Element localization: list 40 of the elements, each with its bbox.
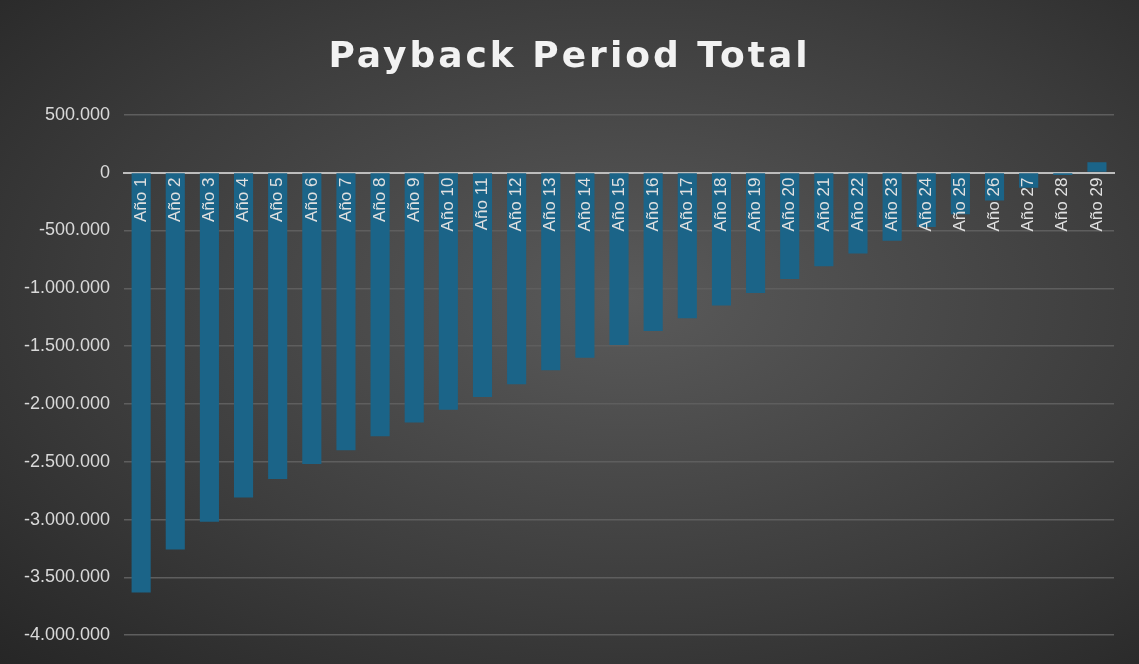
x-tick-label: Año 19 <box>745 177 765 232</box>
x-tick-label: Año 14 <box>574 177 594 232</box>
x-tick-label: Año 24 <box>915 177 935 232</box>
y-tick-label: -3.500.000 <box>23 566 111 587</box>
x-tick-label: Año 20 <box>779 177 799 232</box>
x-tick-label: Año 22 <box>847 177 867 232</box>
x-tick-label: Año 5 <box>267 177 287 223</box>
x-tick-label: Año 23 <box>881 177 901 232</box>
x-tick-label: Año 15 <box>608 177 628 232</box>
x-tick-label: Año 1 <box>130 177 150 223</box>
x-tick-label: Año 7 <box>335 177 355 223</box>
x-tick-label: Año 13 <box>540 177 560 232</box>
chart-title: Payback Period Total <box>327 34 812 75</box>
y-tick-label: -3.000.000 <box>23 508 111 529</box>
y-tick-label: -2.500.000 <box>23 450 111 471</box>
x-tick-label: Año 9 <box>403 177 423 223</box>
x-tick-label: Año 25 <box>950 177 970 232</box>
y-tick-label: -1.000.000 <box>23 277 111 298</box>
x-tick-label: Año 10 <box>438 177 458 232</box>
y-tick-label: -1.500.000 <box>23 335 111 356</box>
x-tick-label: Año 17 <box>676 177 696 232</box>
x-tick-label: Año 11 <box>472 177 492 231</box>
x-tick-label: Año 21 <box>813 177 833 232</box>
y-tick-label: 500.000 <box>44 103 111 124</box>
x-tick-label: Año 26 <box>984 177 1004 232</box>
x-tick-label: Año 3 <box>199 177 219 223</box>
y-tick-label: -4.000.000 <box>23 624 111 645</box>
y-tick-label: -2.000.000 <box>23 392 111 413</box>
x-tick-label: Año 16 <box>642 177 662 232</box>
y-tick-label: -500.000 <box>39 219 111 240</box>
x-tick-label: Año 2 <box>164 177 184 223</box>
x-tick-label: Año 4 <box>233 177 253 223</box>
x-tick-label: Año 18 <box>711 177 731 232</box>
x-tick-label: Año 8 <box>369 177 389 223</box>
x-tick-label: Año 28 <box>1052 177 1072 232</box>
y-tick-label: 0 <box>100 161 111 182</box>
x-tick-label: Año 27 <box>1018 177 1038 232</box>
x-tick-label: Año 6 <box>301 177 321 223</box>
x-tick-label: Año 12 <box>506 177 526 232</box>
x-tick-label: Año 29 <box>1086 177 1106 232</box>
